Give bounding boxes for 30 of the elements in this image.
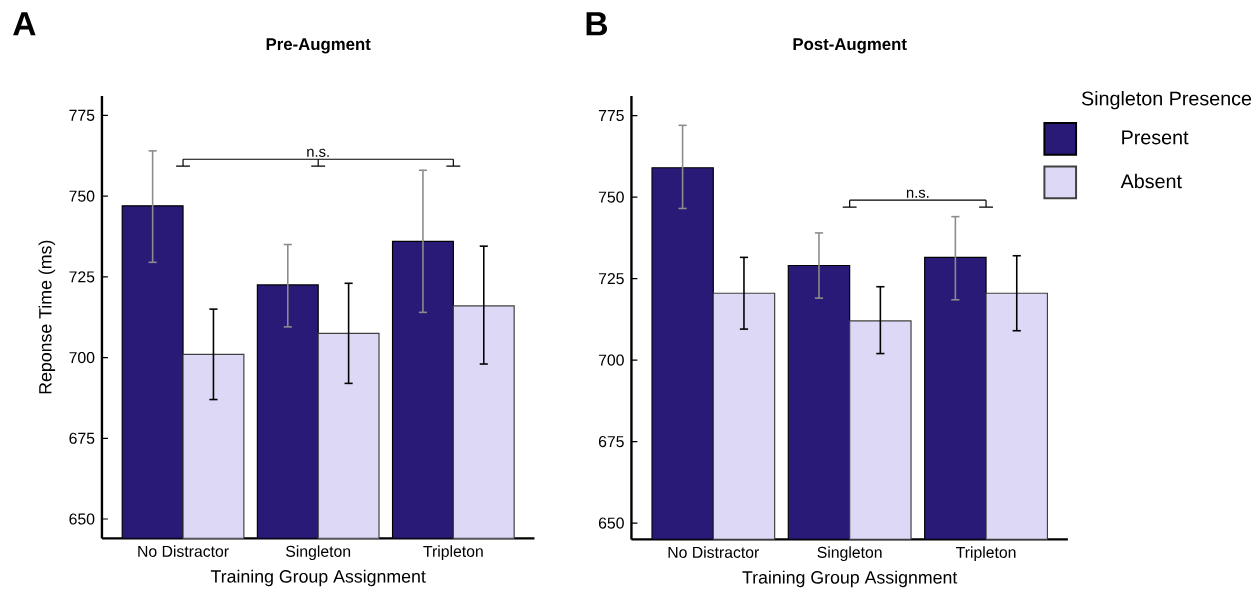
y-tick-label: 650 [69,513,95,525]
legend-title: Singleton Presence [1081,91,1252,110]
legend-label: Present [1122,130,1189,145]
x-tick-label: Tripleton [956,546,1016,562]
y-tick-label: 700 [598,354,624,366]
y-tick-label: 675 [69,432,95,444]
x-tick-label: No Distractor [138,545,229,558]
y-tick-label: 675 [598,436,624,448]
x-axis-title: Training Group Assignment [742,570,958,588]
text: B [586,12,608,36]
annotation: n.s. [307,148,329,157]
legend-label: Absent [1120,173,1182,189]
y-tick-label: 775 [598,110,624,122]
x-tick-label: No Distractor [668,546,759,559]
annotation: n.s. [906,189,929,198]
y-tick-label: 775 [69,109,95,121]
x-tick-label: Singleton [286,545,351,561]
x-tick-label: Tripleton [423,545,483,561]
text: A [13,12,36,36]
y-tick-label: 750 [598,191,624,203]
y-tick-label: 750 [69,190,95,202]
y-tick-label: 650 [598,517,624,529]
x-tick-label: Singleton [817,546,882,562]
y-tick-label: 725 [598,273,624,285]
x-axis-title: Training Group Assignment [210,569,426,587]
chart-title: Pre-Augment [266,38,371,54]
chart-title: Post-Augment [793,38,907,54]
y-tick-label: 725 [69,271,95,283]
y-axis-title: Reponse Time (ms) [38,240,56,394]
y-tick-label: 700 [69,352,95,364]
